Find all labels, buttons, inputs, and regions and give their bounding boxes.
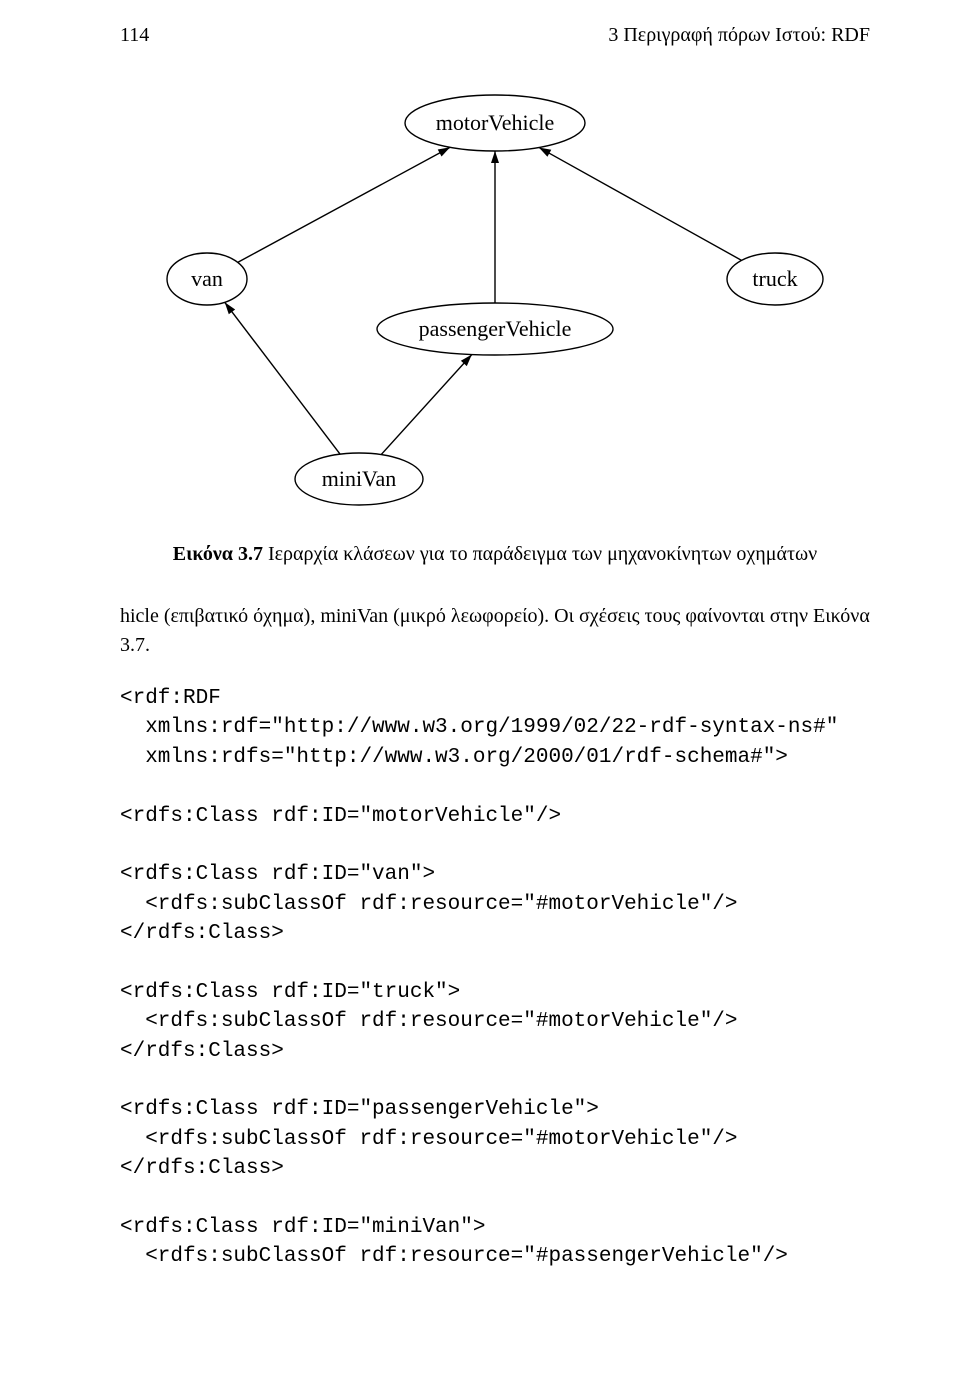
body-paragraph: hicle (επιβατικό όχημα), miniVan (μικρό … [120, 602, 870, 660]
caption-text: Ιεραρχία κλάσεων για το παράδειγμα των μ… [263, 543, 817, 565]
page-header: 114 3 Περιγραφή πόρων Ιστού: RDF [120, 24, 870, 47]
caption-label: Εικόνα 3.7 [173, 543, 263, 565]
node-label-passengerVehicle: passengerVehicle [419, 316, 572, 342]
node-label-miniVan: miniVan [322, 466, 397, 492]
node-label-van: van [191, 266, 223, 292]
rdf-code-block: <rdf:RDF xmlns:rdf="http://www.w3.org/19… [120, 684, 870, 1272]
page-number: 114 [120, 24, 149, 47]
node-label-truck: truck [752, 266, 797, 292]
diagram-svg [135, 83, 855, 513]
figure-caption: Εικόνα 3.7 Ιεραρχία κλάσεων για το παράδ… [120, 543, 870, 566]
chapter-title: 3 Περιγραφή πόρων Ιστού: RDF [608, 24, 870, 47]
class-hierarchy-diagram: motorVehicle van passengerVehicle truck mini… [135, 83, 855, 513]
node-label-motorVehicle: motorVehicle [436, 110, 555, 136]
